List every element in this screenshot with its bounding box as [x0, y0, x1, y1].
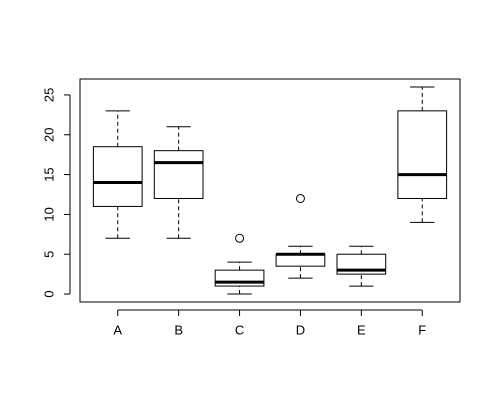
y-tick-label: 0	[41, 290, 56, 297]
x-tick-label: F	[418, 322, 426, 337]
x-tick-label: D	[296, 322, 305, 337]
box	[275, 253, 326, 267]
y-tick-label: 10	[41, 207, 56, 221]
x-tick-label: B	[174, 322, 183, 337]
y-tick-label: 5	[41, 251, 56, 258]
y-tick-label: 20	[41, 128, 56, 142]
y-tick-label: 25	[41, 88, 56, 102]
box	[92, 146, 143, 207]
y-tick-label: 15	[41, 167, 56, 181]
outlier	[235, 233, 245, 243]
box	[214, 269, 265, 287]
x-tick-label: E	[357, 322, 366, 337]
outlier	[295, 193, 305, 203]
plot-frame	[79, 78, 461, 303]
x-tick-label: C	[235, 322, 244, 337]
box	[153, 150, 204, 199]
box	[397, 110, 448, 199]
x-tick-label: A	[113, 322, 122, 337]
